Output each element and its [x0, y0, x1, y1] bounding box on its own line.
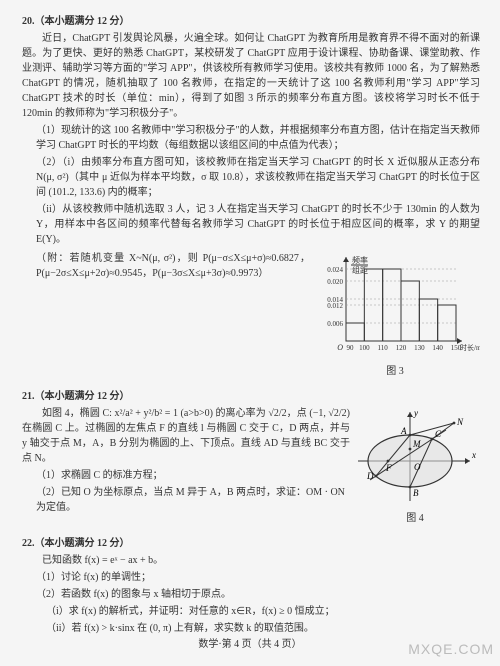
svg-text:100: 100: [359, 344, 370, 352]
svg-text:140: 140: [432, 344, 443, 352]
question-20: 20.（本小题满分 12 分） 近日，ChatGPT 引发舆论风暴，火遍全球。如…: [22, 14, 480, 379]
q22-item2i: （i）求 f(x) 的解析式，并证明：对任意的 x∈R，f(x) ≥ 0 恒成立…: [46, 604, 480, 619]
svg-text:110: 110: [378, 344, 389, 352]
svg-text:90: 90: [347, 344, 355, 352]
svg-text:N: N: [456, 417, 464, 427]
q22-intro: 已知函数 f(x) = eˣ − ax + b。: [22, 553, 480, 568]
svg-text:组距: 组距: [352, 265, 368, 275]
q22-item2ii: （ii）若 f(x) > k·sinx 在 (0, π) 上有解，求实数 k 的…: [46, 621, 480, 636]
q20-heading: 20.（本小题满分 12 分）: [22, 14, 480, 29]
fig4-label: 图 4: [350, 511, 480, 526]
svg-text:M: M: [412, 439, 421, 449]
svg-text:0.020: 0.020: [327, 278, 343, 286]
watermark: MXQE.COM: [408, 639, 494, 660]
ellipse-figure: O F A B C D M Nx y 图 4: [350, 406, 480, 526]
svg-text:120: 120: [396, 344, 407, 352]
question-22: 22.（本小题满分 12 分） 已知函数 f(x) = eˣ − ax + b。…: [22, 536, 480, 636]
svg-text:D: D: [366, 471, 374, 481]
svg-text:O: O: [337, 343, 343, 352]
question-21: 21.（本小题满分 12 分） 如图 4，椭圆 C: x²/a² + y²/b²…: [22, 389, 480, 526]
q20-appendix: （附：若随机变量 X~N(μ, σ²)，则 P(μ−σ≤X≤μ+σ)≈0.682…: [36, 251, 310, 281]
svg-text:x: x: [471, 450, 476, 460]
svg-text:130: 130: [414, 344, 425, 352]
q20-item1: （1）现统计的这 100 名教师中"学习积极分子"的人数，并根据频率分布直方图，…: [36, 123, 480, 153]
q21-intro: 如图 4，椭圆 C: x²/a² + y²/b² = 1 (a>b>0) 的离心…: [22, 406, 350, 466]
q22-heading: 22.（本小题满分 12 分）: [22, 536, 480, 551]
q21-heading: 21.（本小题满分 12 分）: [22, 389, 480, 404]
svg-text:频率: 频率: [352, 255, 368, 265]
histogram: 频率组距0.0060.0120.0140.0200.024O9010011012…: [310, 249, 480, 379]
svg-text:0.024: 0.024: [327, 266, 343, 274]
svg-text:0.006: 0.006: [327, 320, 343, 328]
q21-item1: （1）求椭圆 C 的标准方程；: [36, 468, 350, 483]
q20-item2i: （2）（i）由频率分布直方图可知，该校教师在指定当天学习 ChatGPT 的时长…: [36, 155, 480, 200]
q22-item2: （2）若函数 f(x) 的图象与 x 轴相切于原点。: [36, 587, 480, 602]
fig3-label: 图 3: [310, 364, 480, 379]
svg-text:B: B: [413, 488, 419, 498]
q20-item2ii: （ii）从该校教师中随机选取 3 人，记 3 人在指定当天学习 ChatGPT …: [36, 202, 480, 247]
svg-text:时长/min: 时长/min: [460, 343, 480, 352]
svg-text:O: O: [414, 462, 421, 472]
svg-text:F: F: [385, 463, 392, 473]
q21-item2: （2）已知 O 为坐标原点，当点 M 异于 A，B 两点时，求证：OM · ON…: [36, 485, 350, 515]
q22-item1: （1）讨论 f(x) 的单调性；: [36, 570, 480, 585]
svg-text:C: C: [435, 429, 442, 439]
svg-text:A: A: [400, 426, 407, 436]
svg-text:0.014: 0.014: [327, 296, 343, 304]
svg-text:y: y: [413, 408, 418, 418]
q20-para1: 近日，ChatGPT 引发舆论风暴，火遍全球。如何让 ChatGPT 为教育所用…: [22, 31, 480, 121]
